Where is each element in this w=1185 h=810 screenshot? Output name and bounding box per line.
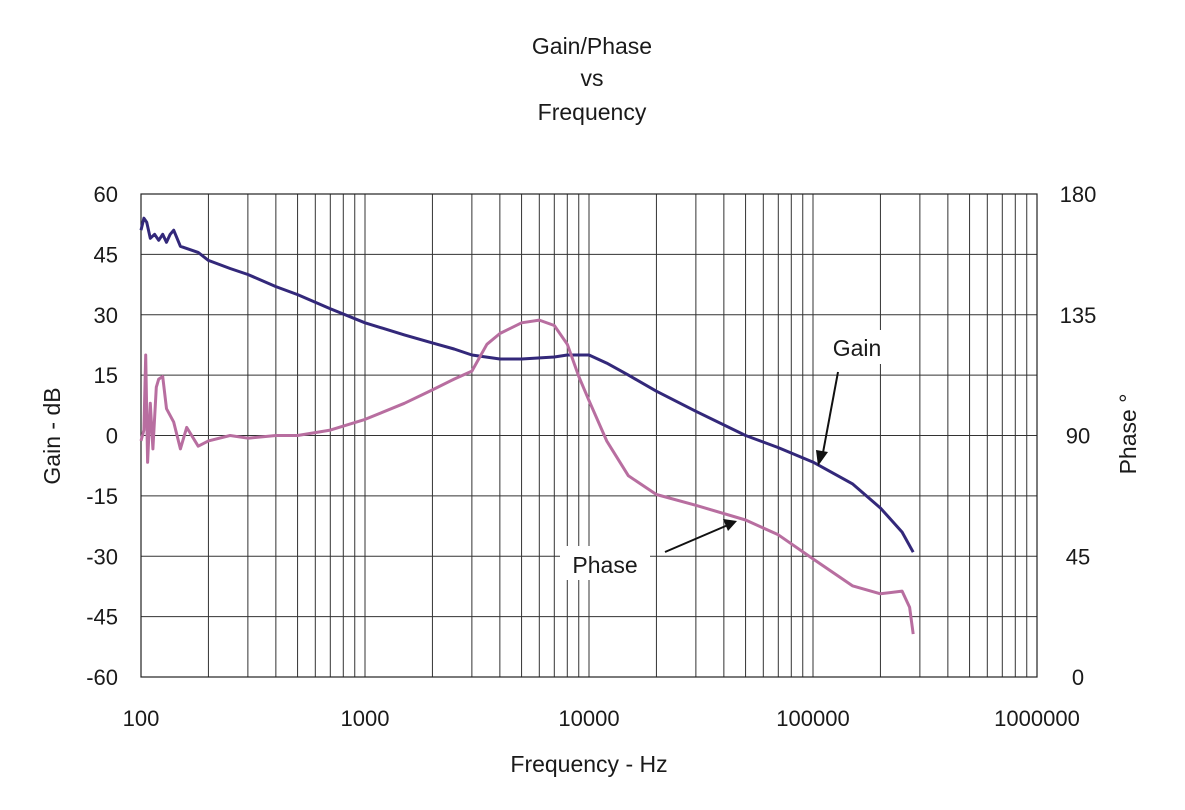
y2-tick-label: 180 — [1060, 182, 1097, 207]
grid — [141, 193, 1037, 678]
gain-annotation-label: Gain — [833, 335, 882, 361]
y-tick-label: -60 — [86, 665, 118, 690]
y2-tick-label: 135 — [1060, 303, 1097, 328]
y2-tick-label: 90 — [1066, 424, 1090, 449]
y-tick-label: 45 — [94, 242, 118, 267]
y-tick-label: 30 — [94, 303, 118, 328]
y-tick-label: 15 — [94, 363, 118, 388]
phase-annotation-arrow — [664, 524, 729, 553]
x-tick-label: 1000000 — [994, 706, 1080, 731]
y-tick-label: -15 — [86, 484, 118, 509]
y2-tick-label: 45 — [1066, 544, 1090, 569]
x-tick-label: 100000 — [776, 706, 849, 731]
x-axis-label: Frequency - Hz — [510, 751, 667, 777]
chart-title-line-2: vs — [581, 65, 604, 91]
y2-axis-label: Phase ° — [1115, 394, 1141, 475]
phase-annotation-label: Phase — [572, 552, 637, 578]
x-tick-label: 100 — [123, 706, 160, 731]
tick-labels: 100 1000 10000 100000 1000000 60 45 30 15 0 -15 -30… — [86, 182, 1096, 731]
x-tick-label: 10000 — [558, 706, 619, 731]
series-line-gain — [139, 216, 915, 553]
series-line-phase — [139, 318, 915, 635]
gain-arrow-head — [816, 450, 828, 466]
chart-title-line-1: Gain/Phase — [532, 33, 652, 59]
series-group — [139, 216, 915, 635]
gain-annotation-arrow — [821, 371, 839, 459]
y-tick-label: -30 — [86, 544, 118, 569]
phase-annotation: Phase — [560, 519, 737, 580]
gain-annotation: Gain — [816, 330, 888, 466]
y-axis-label: Gain - dB — [39, 387, 65, 484]
y-tick-label: 0 — [106, 424, 118, 449]
chart-title-line-3: Frequency — [538, 99, 647, 125]
y-tick-label: -45 — [86, 605, 118, 630]
x-tick-label: 1000 — [341, 706, 390, 731]
phase-arrow-head — [723, 519, 737, 531]
y-tick-label: 60 — [94, 182, 118, 207]
y2-tick-label: 0 — [1072, 665, 1084, 690]
